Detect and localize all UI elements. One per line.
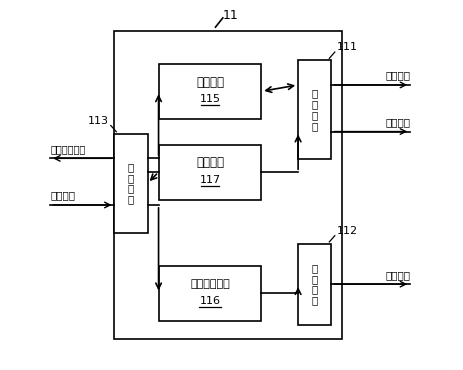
Text: 第
三
端
口: 第 三 端 口 — [128, 162, 134, 204]
Text: 控制电路: 控制电路 — [195, 76, 224, 89]
Text: 117: 117 — [199, 175, 220, 185]
Text: 11: 11 — [222, 9, 238, 21]
Bar — [297, 244, 331, 324]
Bar — [114, 31, 341, 339]
Text: 同轴信号: 同轴信号 — [384, 270, 409, 280]
Text: 115: 115 — [199, 94, 220, 104]
Text: 检测电路: 检测电路 — [195, 157, 224, 169]
Text: 116: 116 — [199, 296, 220, 306]
Text: 同轴信号: 同轴信号 — [50, 191, 75, 201]
Text: 112: 112 — [336, 226, 357, 236]
Bar — [297, 60, 331, 159]
Text: 第
一
端
口: 第 一 端 口 — [311, 88, 317, 131]
Bar — [158, 64, 261, 119]
Text: 第
二
端
口: 第 二 端 口 — [311, 263, 317, 305]
Text: 同轴传输电路: 同轴传输电路 — [190, 279, 229, 289]
Bar — [158, 145, 261, 200]
Bar — [158, 266, 261, 321]
Text: 位置配置信号: 位置配置信号 — [50, 144, 85, 154]
Text: 111: 111 — [336, 42, 357, 52]
Text: 113: 113 — [88, 115, 109, 125]
Text: 控制信号: 控制信号 — [384, 71, 409, 81]
Text: 分压信号: 分压信号 — [384, 117, 409, 127]
Bar — [114, 134, 147, 233]
